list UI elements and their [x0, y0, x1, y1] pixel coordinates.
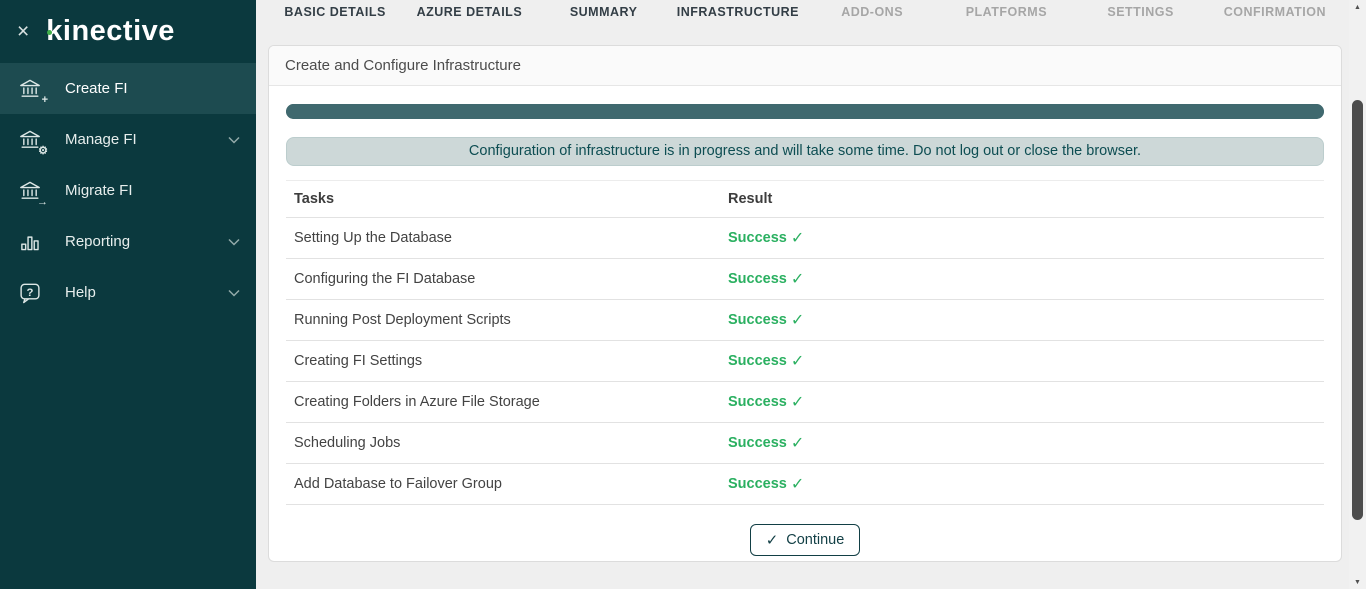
sidebar-item-label: Manage FI	[65, 131, 137, 148]
task-name: Add Database to Failover Group	[294, 476, 502, 492]
result-status: Success	[728, 435, 787, 451]
bar-chart-icon	[16, 228, 44, 256]
logo-green-dot	[47, 30, 53, 35]
sidebar-item-create-fi[interactable]: + Create FI	[0, 63, 256, 114]
result-status: Success	[728, 476, 787, 492]
result-column-header: Result	[728, 191, 773, 207]
chevron-down-icon	[228, 136, 240, 144]
check-icon: ✓	[790, 312, 805, 329]
plus-badge-icon: +	[41, 93, 48, 106]
sidebar-item-help[interactable]: ? Help	[0, 267, 256, 318]
card-body: Configuration of infrastructure is in pr…	[269, 86, 1341, 561]
sidebar-item-manage-fi[interactable]: ⚙ Manage FI	[0, 114, 256, 165]
table-row: Creating Folders in Azure File Storage S…	[286, 382, 1324, 423]
tab-summary[interactable]: SUMMARY	[569, 5, 638, 19]
check-icon: ✓	[790, 476, 805, 493]
scroll-down-icon[interactable]: ▼	[1354, 578, 1361, 586]
chevron-down-icon	[228, 289, 240, 297]
scroll-up-icon[interactable]: ▲	[1354, 3, 1361, 11]
result-status: Success	[728, 312, 787, 328]
help-bubble-icon: ?	[16, 279, 44, 307]
table-row: Configuring the FI Database Success ✓	[286, 259, 1324, 300]
vertical-scrollbar[interactable]: ▲ ▼	[1349, 0, 1366, 589]
chevron-down-icon	[228, 238, 240, 246]
bank-gear-icon: ⚙	[16, 126, 48, 156]
task-name: Creating FI Settings	[294, 353, 423, 369]
kinective-logo: kinective	[46, 15, 175, 48]
result-status: Success	[728, 271, 787, 287]
task-name: Running Post Deployment Scripts	[294, 312, 511, 328]
svg-text:?: ?	[27, 286, 34, 298]
progress-bar	[286, 104, 1324, 119]
table-header-row: Tasks Result	[286, 180, 1324, 218]
task-name: Scheduling Jobs	[294, 435, 401, 451]
tab-azure-details[interactable]: AZURE DETAILS	[416, 5, 523, 19]
table-row: Running Post Deployment Scripts Success ✓	[286, 300, 1324, 341]
table-row: Add Database to Failover Group Success ✓	[286, 464, 1324, 505]
check-icon: ✓	[790, 394, 805, 411]
sidebar-item-label: Migrate FI	[65, 182, 133, 199]
continue-button-label: Continue	[786, 532, 845, 548]
result-status: Success	[728, 394, 787, 410]
main-area: BASIC DETAILS AZURE DETAILS SUMMARY INFR…	[256, 0, 1349, 589]
tasks-column-header: Tasks	[294, 191, 335, 207]
sidebar-header: × kinective	[0, 0, 256, 63]
card-title: Create and Configure Infrastructure	[269, 46, 1341, 86]
check-icon: ✓	[790, 230, 805, 247]
task-name: Creating Folders in Azure File Storage	[294, 394, 540, 410]
sidebar-item-label: Reporting	[65, 233, 131, 250]
tab-platforms: PLATFORMS	[965, 5, 1048, 19]
tab-infrastructure[interactable]: INFRASTRUCTURE	[676, 5, 800, 19]
sidebar: × kinective + Create FI ⚙ Manage FI	[0, 0, 256, 589]
tab-confirmation: CONFIRMATION	[1223, 5, 1327, 19]
tab-add-ons: ADD-ONS	[841, 5, 904, 19]
result-status: Success	[728, 230, 787, 246]
close-icon[interactable]: ×	[17, 20, 30, 43]
bank-plus-icon: +	[16, 75, 48, 105]
tab-basic-details[interactable]: BASIC DETAILS	[284, 5, 386, 19]
continue-button[interactable]: ✓ Continue	[749, 524, 861, 556]
in-progress-notice: Configuration of infrastructure is in pr…	[286, 137, 1324, 166]
sidebar-item-label: Help	[65, 284, 96, 301]
check-icon: ✓	[790, 271, 805, 288]
result-status: Success	[728, 353, 787, 369]
check-icon: ✓	[790, 435, 805, 452]
task-name: Configuring the FI Database	[294, 271, 476, 287]
progress-bar-fill	[286, 104, 1324, 119]
sidebar-item-reporting[interactable]: Reporting	[0, 216, 256, 267]
logo-text: kinective	[46, 15, 175, 47]
wizard-stepper: BASIC DETAILS AZURE DETAILS SUMMARY INFR…	[268, 0, 1342, 45]
sidebar-item-migrate-fi[interactable]: → Migrate FI	[0, 165, 256, 216]
tasks-table: Tasks Result Setting Up the Database Suc…	[286, 180, 1324, 505]
sidebar-item-label: Create FI	[65, 80, 128, 97]
button-row: ✓ Continue	[286, 524, 1324, 556]
table-row: Creating FI Settings Success ✓	[286, 341, 1324, 382]
task-name: Setting Up the Database	[294, 230, 452, 246]
check-icon: ✓	[765, 531, 779, 549]
tab-settings: SETTINGS	[1107, 5, 1174, 19]
table-row: Scheduling Jobs Success ✓	[286, 423, 1324, 464]
table-row: Setting Up the Database Success ✓	[286, 218, 1324, 259]
bank-arrow-icon: →	[16, 177, 48, 207]
infrastructure-card: Create and Configure Infrastructure Conf…	[268, 45, 1342, 562]
scrollbar-thumb[interactable]	[1352, 100, 1363, 520]
gear-badge-icon: ⚙	[38, 144, 48, 157]
arrow-badge-icon: →	[37, 195, 48, 208]
check-icon: ✓	[790, 353, 805, 370]
